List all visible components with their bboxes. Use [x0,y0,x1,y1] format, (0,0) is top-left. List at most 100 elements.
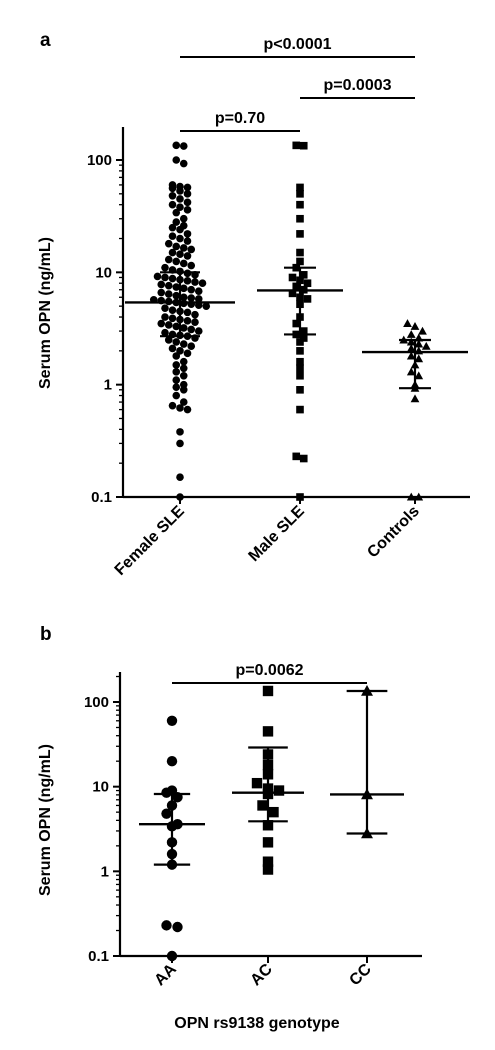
panel-a-point-circle [176,473,184,482]
panel-a-point-circle [153,272,162,281]
panel-a-point-circle [176,234,184,243]
panel-a-point-square [296,214,304,223]
panel-a-point-circle [161,313,169,321]
panel-a-point-circle [161,263,169,272]
panel-a-point-circle [176,493,184,501]
panel-a-point-triangle [406,337,416,346]
panel-a-point-circle [191,310,199,319]
panel-a-p-value-label: p<0.0001 [263,36,331,53]
panel-a-point-circle [157,280,166,289]
panel-a-point-circle [168,248,177,257]
panel-a-point-circle [172,242,181,251]
panel-a-point-triangle [403,319,412,328]
panel-b-point-square [262,837,274,848]
panel-a-point-triangle [421,341,431,350]
panel-a-point-circle [187,245,196,254]
panel-a-p-value-label: p=0.70 [215,110,265,127]
panel-a-point-circle [183,349,192,358]
panel-a-point-circle [172,141,181,150]
panel-b-category-label: AC [247,960,276,989]
panel-a-category-label: Female SLE [112,503,188,579]
panel-a-point-square [299,271,308,279]
panel-a-y-axis-title: Serum OPN (ng/mL) [37,237,54,389]
panel-a-point-circle [172,383,181,391]
panel-a-point-circle [168,274,177,283]
panel-a-p-value-label: p=0.0003 [323,77,391,94]
panel-a-point-circle [176,187,184,195]
panel-a-point-square [296,386,304,394]
panel-a-point-circle [183,317,192,325]
panel-b-point-square [257,800,268,811]
panel-a-letter: a [40,30,51,51]
panel-a-point-circle [172,208,181,217]
panel-a-point-circle [164,239,173,248]
panel-a-point-circle [161,304,169,312]
panel-a-point-circle [187,285,196,294]
panel-a-point-circle [179,142,188,150]
panel-a-point-circle [179,284,188,293]
panel-a-point-circle [183,190,192,198]
panel-b-y-axis-title: Serum OPN (ng/mL) [37,744,54,896]
panel-a-point-square [299,141,308,150]
panel-a-point-circle [172,257,181,266]
panel-a-point-circle [164,336,173,344]
panel-a-point-circle [187,261,196,270]
panel-a-point-circle [187,294,196,302]
panel-a-y-tick-label: 1 [104,377,112,394]
panel-a-point-circle [183,308,192,317]
panel-a-point-circle [183,230,192,238]
panel-a-point-triangle [414,354,424,363]
panel-a-point-square [296,200,304,209]
panel-a-marks [149,141,431,501]
panel-a-point-square [296,364,304,373]
panel-b-y-tick-label: 1 [101,863,109,880]
panel-a-point-circle [168,232,177,240]
panel-a-point-square [292,452,301,461]
panel-a-comparisons: p<0.0001 p=0.0003 p=0.70 [180,36,415,132]
panel-a-point-circle [176,439,184,448]
panel-b-point-circle [161,787,172,798]
panel-b-comparisons: p=0.0062 [172,662,367,684]
panel-a-point-circle [179,371,188,380]
panel-a-point-circle [179,244,188,252]
panel-a-point-square [292,282,301,291]
panel-a-point-circle [157,319,166,328]
panel-a-point-square [292,141,301,150]
panel-a-point-circle [179,293,188,302]
panel-a-point-circle [183,405,192,414]
panel-a-point-circle [168,184,177,193]
panel-a-point-circle [164,290,173,298]
panel-a-point-circle [179,357,188,366]
panel-b-point-circle [166,715,178,726]
panel-a-point-triangle [406,367,416,376]
panel-a-point-circle [194,287,203,295]
panel-a-point-circle [183,206,192,214]
panel-b-point-circle [166,755,178,767]
panel-a-point-circle [179,340,188,348]
panel-a-point-circle [176,195,184,203]
panel-b-point-square [262,856,274,867]
panel-b-point-square [262,864,274,875]
panel-a-point-square [296,493,304,501]
panel-a-point-circle [172,361,181,369]
panel-a-point-circle [179,159,188,168]
panel-a-point-circle [183,252,192,260]
panel-a-point-triangle [414,371,424,380]
panel-a-point-square [296,405,304,414]
panel-a-point-circle [176,404,184,412]
panel-a-point-circle [168,401,177,410]
panel-a-point-square [299,454,308,463]
panel-b-letter: b [40,624,52,645]
panel-a-point-circle [202,302,211,310]
panel-a-y-tick-label: 10 [95,264,112,281]
panel-b-category-label: AA [151,960,180,989]
panel-a-point-circle [172,338,181,346]
panel-a-point-square [299,327,308,335]
panel-a-point-circle [191,278,199,286]
panel-b-point-circle [161,920,172,931]
panel-a-point-circle [179,386,188,394]
panel-a-point-square [303,279,312,288]
panel-a-point-circle [172,376,181,384]
panel-a-point-circle [172,322,181,331]
